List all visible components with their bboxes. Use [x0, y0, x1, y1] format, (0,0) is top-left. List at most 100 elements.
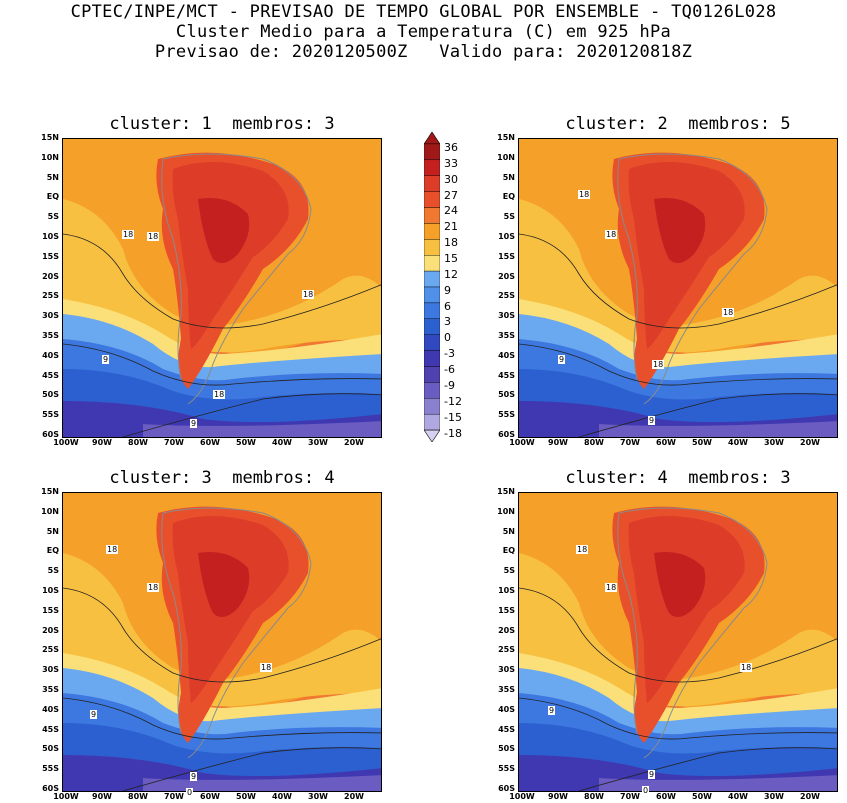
colorbar-swatch: [424, 223, 440, 240]
lat-tick-label: EQ: [46, 192, 59, 202]
lat-tick-label: 5N: [46, 172, 59, 182]
contour-label: 18: [122, 230, 135, 239]
lat-tick-label: 10N: [41, 506, 59, 516]
lon-tick-label: 30W: [308, 438, 328, 447]
panel-title: cluster: 2 membros: 5: [565, 114, 791, 134]
lon-tick-label: 20W: [344, 438, 364, 447]
lat-tick-label: 20S: [498, 625, 515, 635]
colorbar-label: 27: [444, 188, 458, 202]
contour-label: 9: [648, 416, 656, 425]
contour-label: 18: [576, 545, 589, 554]
lat-tick-label: 35S: [42, 331, 59, 340]
panel-title: cluster: 4 membros: 3: [565, 468, 791, 488]
lon-tick-label: 90W: [548, 792, 568, 801]
lat-tick-label: 40S: [42, 704, 59, 714]
lat-tick-label: 55S: [42, 410, 59, 420]
colorbar-label: 12: [444, 267, 458, 281]
lon-tick-label: 70W: [164, 438, 184, 447]
lat-tick-label: 30S: [42, 311, 59, 321]
colorbar-swatch: [424, 382, 440, 399]
contour-label: 0: [186, 788, 194, 797]
lon-tick-label: 100W: [53, 792, 79, 801]
colorbar-label: 9: [444, 283, 451, 297]
contour-label: 18: [260, 663, 273, 672]
lat-tick-label: 25S: [498, 291, 515, 301]
lat-tick-label: 30S: [498, 665, 515, 675]
lat-tick-label: 40S: [498, 350, 515, 360]
contour-label: 18: [578, 190, 591, 199]
colorbar-label: 6: [444, 299, 451, 313]
colorbar-swatch: [424, 366, 440, 383]
colorbar-label: 0: [444, 331, 451, 345]
contour-label: 18: [106, 545, 119, 554]
contour-label: 18: [147, 232, 160, 241]
colorbar: [424, 132, 440, 442]
contour-label: 9: [190, 419, 198, 428]
colorbar-swatch: [424, 413, 440, 431]
lon-tick-label: 40W: [272, 438, 292, 447]
lat-tick-label: 5N: [502, 526, 515, 536]
colorbar-label: -18: [444, 426, 462, 440]
lon-tick-label: 60W: [200, 792, 220, 801]
lat-tick-label: 35S: [498, 331, 515, 340]
lon-tick-label: 60W: [656, 792, 676, 801]
lon-tick-label: 20W: [344, 792, 364, 801]
colorbar-swatch: [424, 159, 440, 176]
lat-tick-label: 15S: [42, 251, 59, 261]
lat-tick-label: 10N: [497, 506, 515, 516]
colorbar-swatch: [424, 318, 440, 335]
lat-tick-label: 60S: [498, 784, 515, 793]
colorbar-label: 3: [444, 315, 451, 329]
colorbar-swatch: [424, 398, 440, 415]
contour-label: 9: [548, 706, 556, 715]
lon-tick-label: 100W: [509, 792, 535, 801]
colorbar-swatch: [424, 143, 440, 161]
panel-title: cluster: 3 membros: 4: [109, 468, 335, 488]
colorbar-label: -15: [444, 410, 462, 424]
lat-tick-label: 30S: [498, 311, 515, 321]
lon-tick-label: 80W: [584, 792, 604, 801]
lon-tick-label: 60W: [656, 438, 676, 447]
lon-tick-label: 80W: [128, 438, 148, 447]
colorbar-label: 18: [444, 236, 458, 250]
colorbar-label: 15: [444, 252, 458, 266]
contour-label: 9: [648, 770, 656, 779]
header-line-3: Previsao de: 2020120500Z Valido para: 20…: [154, 42, 693, 62]
contour-label: 9: [102, 355, 110, 364]
colorbar-label: 33: [444, 156, 458, 170]
lon-tick-label: 40W: [728, 438, 748, 447]
lat-tick-label: 25S: [498, 645, 515, 655]
lat-tick-label: 45S: [498, 724, 515, 734]
contour-label: 18: [740, 663, 753, 672]
lon-tick-label: 50W: [236, 438, 256, 447]
lat-tick-label: 25S: [42, 645, 59, 655]
lon-tick-label: 50W: [692, 438, 712, 447]
lat-tick-label: 10N: [497, 152, 515, 162]
contour-label: 0: [642, 786, 650, 795]
lat-tick-label: 50S: [498, 390, 515, 400]
lon-tick-label: 30W: [764, 792, 784, 801]
lat-tick-label: 30S: [42, 665, 59, 675]
lat-tick-label: 20S: [498, 271, 515, 281]
lat-tick-label: 5S: [503, 566, 515, 576]
colorbar-swatch: [424, 175, 440, 192]
colorbar-swatch: [424, 334, 440, 351]
contour-label: 9: [90, 710, 98, 719]
lat-tick-label: 5N: [502, 172, 515, 182]
lat-tick-label: EQ: [46, 546, 59, 556]
contour-label: 9: [190, 772, 198, 781]
contour-label: 18: [605, 583, 618, 592]
lon-tick-label: 60W: [200, 438, 220, 447]
colorbar-label: -3: [444, 347, 455, 361]
colorbar-swatch: [424, 239, 440, 256]
panel-title: cluster: 1 membros: 3: [109, 114, 335, 134]
lat-tick-label: 20S: [42, 625, 59, 635]
colorbar-swatch: [424, 191, 440, 208]
colorbar-swatch: [424, 255, 440, 272]
temperature-map: [62, 138, 382, 438]
lon-tick-label: 80W: [128, 792, 148, 801]
lat-tick-label: 15N: [497, 487, 515, 496]
lat-tick-label: 45S: [42, 724, 59, 734]
lon-tick-label: 90W: [92, 792, 112, 801]
lat-tick-label: 25S: [42, 291, 59, 301]
